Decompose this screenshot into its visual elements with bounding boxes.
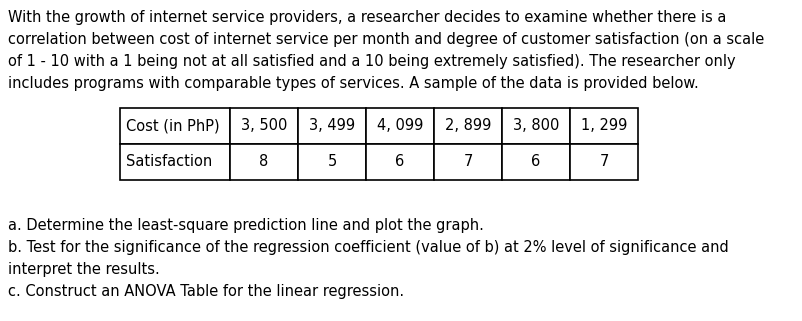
Text: Cost (in PhP): Cost (in PhP) — [126, 118, 220, 134]
Text: 3, 800: 3, 800 — [512, 118, 559, 134]
Bar — [366, 144, 434, 180]
Text: 2, 899: 2, 899 — [445, 118, 491, 134]
Text: 4, 099: 4, 099 — [377, 118, 423, 134]
Text: 6: 6 — [532, 154, 541, 169]
Bar — [502, 108, 570, 144]
Text: 6: 6 — [395, 154, 405, 169]
Bar — [230, 144, 298, 180]
Text: 7: 7 — [599, 154, 609, 169]
Bar — [230, 108, 298, 144]
Bar — [366, 108, 434, 144]
Text: With the growth of internet service providers, a researcher decides to examine w: With the growth of internet service prov… — [8, 10, 727, 25]
Text: c. Construct an ANOVA Table for the linear regression.: c. Construct an ANOVA Table for the line… — [8, 284, 404, 299]
Text: Satisfaction: Satisfaction — [126, 154, 213, 169]
Bar — [298, 144, 366, 180]
Text: 5: 5 — [327, 154, 337, 169]
Bar — [120, 144, 230, 180]
Text: 7: 7 — [464, 154, 472, 169]
Bar — [120, 108, 230, 144]
Text: 3, 500: 3, 500 — [241, 118, 287, 134]
Bar — [570, 144, 638, 180]
Text: includes programs with comparable types of services. A sample of the data is pro: includes programs with comparable types … — [8, 76, 699, 91]
Text: a. Determine the least-square prediction line and plot the graph.: a. Determine the least-square prediction… — [8, 218, 484, 233]
Text: correlation between cost of internet service per month and degree of customer sa: correlation between cost of internet ser… — [8, 32, 764, 47]
Bar — [570, 108, 638, 144]
Bar — [434, 108, 502, 144]
Text: of 1 - 10 with a 1 being not at all satisfied and a 10 being extremely satisfied: of 1 - 10 with a 1 being not at all sati… — [8, 54, 735, 69]
Text: 8: 8 — [259, 154, 269, 169]
Text: 1, 299: 1, 299 — [581, 118, 627, 134]
Text: interpret the results.: interpret the results. — [8, 262, 160, 277]
Bar — [298, 108, 366, 144]
Text: 3, 499: 3, 499 — [309, 118, 355, 134]
Bar — [434, 144, 502, 180]
Text: b. Test for the significance of the regression coefficient (value of b) at 2% le: b. Test for the significance of the regr… — [8, 240, 729, 255]
Bar — [502, 144, 570, 180]
